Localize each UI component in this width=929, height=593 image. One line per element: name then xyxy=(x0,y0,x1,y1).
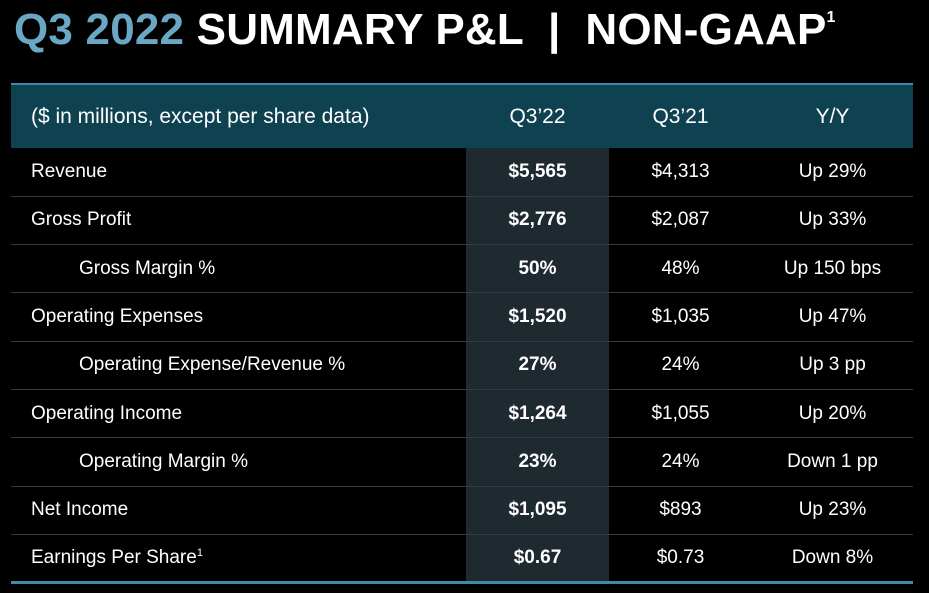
row-label: Revenue xyxy=(31,160,108,182)
cell-q3-22: $1,095 xyxy=(466,485,609,535)
table-row-net-income: Net Income $1,095 $893 Up 23% xyxy=(11,485,913,535)
table-row-operating-expenses: Operating Expenses $1,520 $1,035 Up 47% xyxy=(11,292,913,342)
cell-q3-21: $893 xyxy=(609,485,752,535)
cell-yoy: Up 150 bps xyxy=(752,244,913,293)
row-label: Earnings Per Share1 xyxy=(11,533,466,585)
cell-q3-21: $1,035 xyxy=(609,292,752,342)
cell-q3-22: $2,776 xyxy=(466,195,609,245)
cell-yoy: Down 8% xyxy=(752,533,913,585)
cell-q3-22: $1,520 xyxy=(466,292,609,342)
cell-q3-21: 24% xyxy=(609,340,752,390)
cell-q3-22: $1,264 xyxy=(466,388,609,438)
cell-q3-21: $4,313 xyxy=(651,160,710,182)
table-row-operating-margin: Operating Margin % 23% 24% Down 1 pp xyxy=(11,437,913,487)
cell-q3-22: $0.67 xyxy=(466,533,609,585)
cell-yoy: Up 33% xyxy=(752,195,913,245)
cell-yoy: Down 1 pp xyxy=(752,437,913,487)
cell-yoy: Up 20% xyxy=(752,388,913,438)
table-row-gross-margin: Gross Margin % 50% 48% Up 150 bps xyxy=(11,244,913,293)
header-label-column: ($ in millions, except per share data) xyxy=(11,83,466,148)
table-body: Revenue $5,565 $4,313 Up 29% Gross Profi… xyxy=(11,148,913,585)
table-row-gross-profit: Gross Profit $2,776 $2,087 Up 33% xyxy=(11,195,913,245)
row-label: Operating Expense/Revenue % xyxy=(11,340,466,390)
cell-q3-22: 27% xyxy=(466,340,609,390)
cell-q3-22: 23% xyxy=(466,437,609,487)
row-label: Operating Income xyxy=(11,388,466,438)
header-yoy: Y/Y xyxy=(752,83,913,148)
footnote-mark: 1 xyxy=(196,547,203,560)
table-row-opex-revenue: Operating Expense/Revenue % 27% 24% Up 3… xyxy=(11,340,913,390)
table-row-revenue: Revenue $5,565 $4,313 Up 29% xyxy=(11,148,913,197)
cell-q3-21: $2,087 xyxy=(609,195,752,245)
cell-q3-21: $0.73 xyxy=(609,533,752,585)
row-label: Operating Expenses xyxy=(11,292,466,342)
row-label: Gross Margin % xyxy=(11,244,466,293)
summary-pl-table: ($ in millions, except per share data) Q… xyxy=(11,83,913,585)
cell-yoy: Up 3 pp xyxy=(752,340,913,390)
table-header: ($ in millions, except per share data) Q… xyxy=(11,83,913,148)
cell-q3-21: 24% xyxy=(609,437,752,487)
table-row-operating-income: Operating Income $1,264 $1,055 Up 20% xyxy=(11,388,913,438)
cell-yoy: Up 29% xyxy=(798,160,867,182)
cell-yoy: Up 47% xyxy=(752,292,913,342)
row-label: Gross Profit xyxy=(11,195,466,245)
header-q3-21: Q3’21 xyxy=(609,83,752,148)
cell-q3-22: 50% xyxy=(466,244,609,293)
cell-q3-21: 48% xyxy=(609,244,752,293)
cell-q3-21: $1,055 xyxy=(609,388,752,438)
row-label: Operating Margin % xyxy=(11,437,466,487)
row-label-text: Earnings Per Share xyxy=(31,547,197,569)
header-row: ($ in millions, except per share data) Q… xyxy=(11,83,913,148)
title-text: SUMMARY P&L | NON-GAAP xyxy=(196,5,827,54)
title-period: Q3 2022 xyxy=(14,5,185,54)
header-q3-22: Q3’22 xyxy=(466,83,609,148)
page-title: Q3 2022 SUMMARY P&L | NON-GAAP1 xyxy=(14,2,836,68)
row-label: Net Income xyxy=(11,485,466,535)
cell-yoy: Up 23% xyxy=(752,485,913,535)
cell-q3-22: $5,565 xyxy=(466,148,609,197)
table-row-eps: Earnings Per Share1 $0.67 $0.73 Down 8% xyxy=(11,533,913,585)
title-footnote-mark: 1 xyxy=(826,9,836,26)
